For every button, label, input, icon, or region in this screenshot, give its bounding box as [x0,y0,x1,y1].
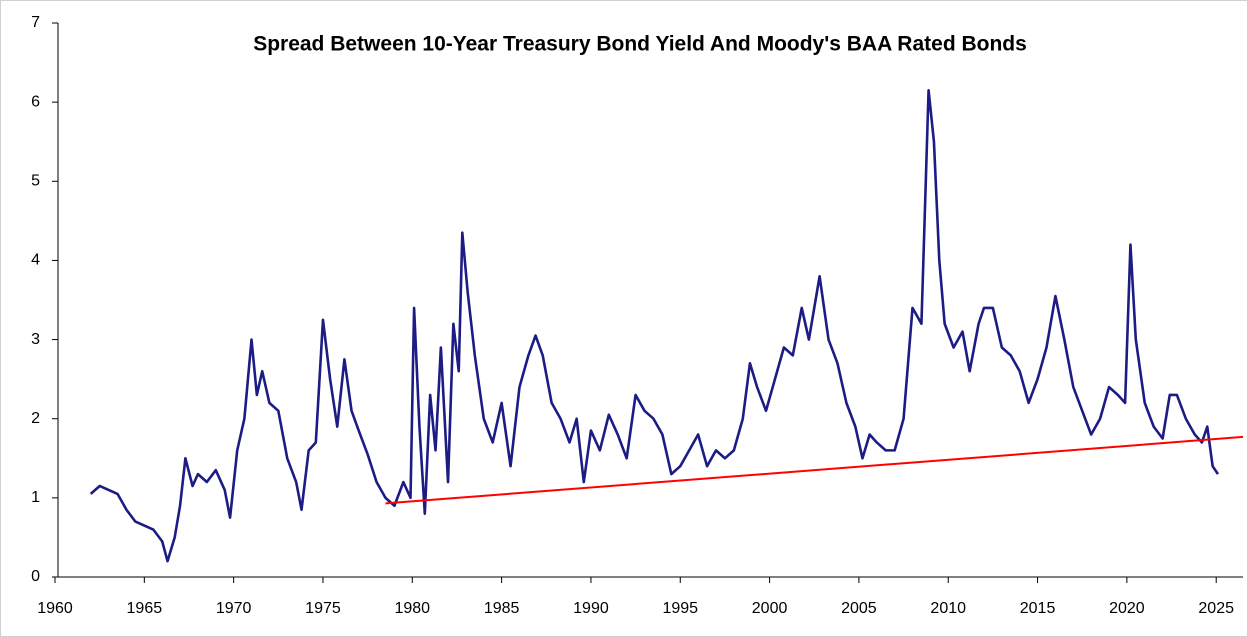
x-tick-label: 2010 [930,600,966,617]
x-tick-label: 1975 [305,600,341,617]
y-tick-label: 4 [31,252,40,269]
y-tick-label: 0 [31,568,40,585]
x-tick-label: 2025 [1198,600,1234,617]
data-line [385,435,1244,505]
x-tick-label: 1965 [127,600,163,617]
x-tick-label: 1990 [573,600,609,617]
x-tick-label: 2020 [1109,600,1145,617]
x-tick-label: 1980 [394,600,430,617]
x-tick-label: 2015 [1020,600,1056,617]
x-tick-label: 1995 [662,600,698,617]
x-tick-label: 2005 [841,600,877,617]
y-tick-label: 2 [31,410,40,427]
x-tick-label: 1970 [216,600,252,617]
y-tick-label: 7 [31,14,40,31]
y-tick-label: 1 [31,489,40,506]
x-tick-label: 1960 [37,600,73,617]
x-tick-label: 1985 [484,600,520,617]
data-line [89,88,1220,563]
y-tick-label: 3 [31,331,40,348]
y-tick-label: 6 [31,93,40,110]
x-tick-label: 2000 [752,600,788,617]
y-tick-label: 5 [31,173,40,190]
chart-title: Spread Between 10-Year Treasury Bond Yie… [253,33,1027,56]
